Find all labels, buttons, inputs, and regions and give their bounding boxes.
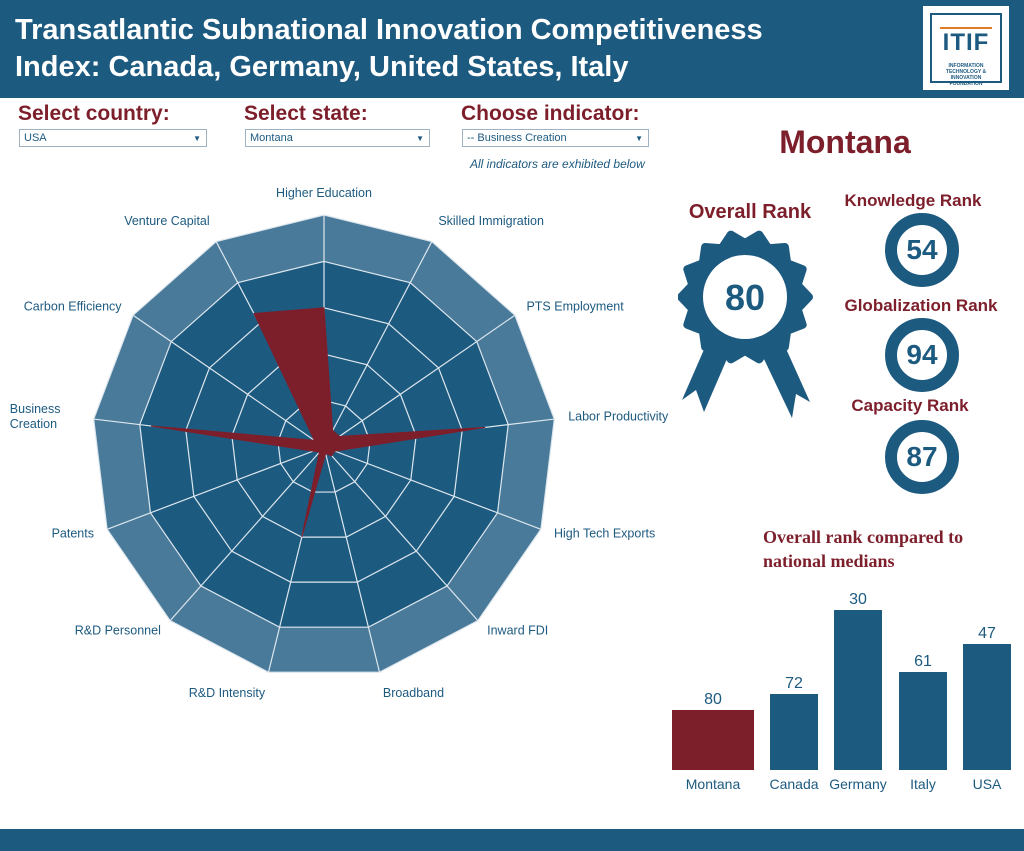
radar-axis-label: Skilled Immigration	[438, 214, 544, 229]
indicator-select[interactable]: -- Business Creation ▼	[462, 129, 649, 147]
capacity-rank-ring: 87	[885, 420, 959, 494]
globalization-rank-ring: 94	[885, 318, 959, 392]
overall-rank-label: Overall Rank	[688, 201, 812, 223]
country-select[interactable]: USA ▼	[19, 129, 207, 147]
bar-chart-title: Overall rank compared to national median…	[763, 527, 964, 571]
state-name: Montana	[779, 124, 911, 160]
knowledge-rank-ring: 54	[885, 213, 959, 287]
radar-spoke	[323, 446, 479, 622]
indicator-select-value: -- Business Creation	[467, 132, 567, 144]
footer-bar	[0, 829, 1024, 851]
radar-axis-label: Patents	[51, 526, 94, 541]
radar-spoke	[106, 446, 325, 530]
itif-logo[interactable]: ITIF INFORMATION TECHNOLOGY & INNOVATION…	[923, 6, 1009, 90]
radar-axis-label: High Tech Exports	[554, 526, 656, 541]
logo-frame: ITIF INFORMATION TECHNOLOGY & INNOVATION…	[930, 13, 1002, 87]
rosette-inner	[703, 255, 787, 339]
logo-subtitle: INFORMATION TECHNOLOGY & INNOVATION FOUN…	[945, 63, 987, 87]
radar-axis-label: Venture Capital	[124, 214, 210, 229]
chevron-down-icon: ▼	[635, 134, 643, 143]
state-select-value: Montana	[250, 132, 293, 144]
radar-gridline-3	[185, 307, 463, 583]
radar-series-area	[151, 307, 486, 538]
radar-spoke	[169, 446, 325, 622]
radar-axis-label: R&D Personnel	[74, 623, 161, 638]
radar-axis-label: Carbon Efficiency	[23, 299, 122, 314]
indicator-label: Choose indicator:	[461, 102, 640, 125]
radar-spoke	[132, 314, 325, 448]
radar-axis-label: Broadband	[382, 685, 445, 700]
globalization-rank-label: Globalization Rank	[844, 296, 998, 315]
indicator-note: All indicators are exhibited below	[470, 157, 645, 171]
chevron-down-icon: ▼	[193, 134, 201, 143]
header-banner: Transatlantic Subnational Innovation Com…	[0, 0, 1024, 98]
radar-axis-label: PTS Employment	[526, 299, 624, 314]
radar-axis-label: Inward FDI	[487, 623, 549, 638]
logo-text: ITIF	[942, 29, 990, 56]
radar-spoke	[323, 314, 516, 448]
radar-axis-label: Labor Productivity	[568, 409, 669, 424]
capacity-rank-label: Capacity Rank	[851, 396, 969, 415]
knowledge-rank-label: Knowledge Rank	[844, 191, 982, 210]
page-title-line1: Transatlantic Subnational Innovation Com…	[15, 14, 763, 46]
radar-gridline-2	[231, 353, 417, 538]
radar-gridline-5	[93, 214, 555, 673]
chevron-down-icon: ▼	[416, 134, 424, 143]
page-title-line2: Index: Canada, Germany, United States, I…	[15, 51, 629, 83]
overall-rank-value: 80	[725, 277, 765, 318]
country-label: Select country:	[18, 102, 170, 125]
radar-spoke	[323, 446, 542, 530]
radar-axis-label: Higher Education	[276, 186, 372, 200]
radar-gridline-1	[277, 399, 371, 493]
radar-axis-label: Business Creation	[9, 402, 61, 432]
radar-axis-label: R&D Intensity	[188, 685, 266, 700]
award-badge-icon: 80	[678, 230, 813, 418]
radar-spoke	[323, 446, 381, 673]
country-select-value: USA	[24, 132, 47, 144]
logo-accent-line	[940, 27, 992, 29]
radar-spoke	[323, 241, 433, 448]
radar-gridline-4	[139, 260, 509, 628]
state-label: Select state:	[244, 102, 368, 125]
state-select[interactable]: Montana ▼	[245, 129, 430, 147]
